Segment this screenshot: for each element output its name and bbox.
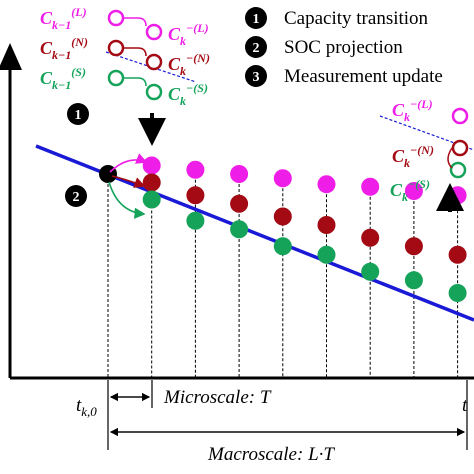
point-nominal-4 [273,207,292,226]
t-start-label: tk,0 [76,395,97,419]
inset-to-circle-2 [145,83,163,101]
legend-badge-1 [245,7,267,29]
point-small-7 [404,271,423,290]
point-large-2 [186,160,205,179]
point-small-2 [186,211,205,230]
legend-text-2: SOC projection [284,37,403,58]
inset-from-label-0: Ck−1(L) [40,5,87,32]
legend-text-3: Measurement update [284,66,443,87]
projection-arrow-small [108,181,146,219]
right-inset-dashed-line [379,115,474,151]
inset-arrow-2 [123,77,147,87]
point-small-4 [273,237,292,256]
point-small-8 [448,284,467,302]
legend-text-1: Capacity transition [284,8,429,29]
point-nominal-6 [361,228,380,247]
point-large-3 [230,165,249,183]
point-nominal-8 [448,245,467,264]
point-large-7 [404,182,423,200]
point-nominal-1 [142,173,161,192]
right-inset-circle-1 [451,139,469,157]
t-end-label: t [462,395,468,416]
point-nominal-7 [404,237,423,256]
inset-to-label-1: Ck−(N) [168,51,210,78]
right-inset-label-0: Ck−(L) [392,97,433,124]
legend-number-1: 1 [253,12,260,27]
point-large-5 [317,175,336,194]
step-badge-1-number: 1 [75,108,82,123]
point-large-4 [273,169,292,188]
time-labels: tk,0 t [76,395,468,419]
right-inset-circle-0 [451,107,469,125]
inset-from-circle-1 [107,39,125,57]
projection-arrows [108,153,148,219]
inset-from-label-1: Ck−1(N) [40,35,88,62]
inset-from-circle-2 [107,69,125,87]
right-inset-label-2: Ck−(S) [390,177,430,204]
inset-from-circle-0 [107,9,125,27]
projection-arrow-nominal [111,175,146,188]
point-large-1 [142,156,161,175]
point-nominal-3 [230,194,249,213]
right-inset-label-1: Ck−(N) [392,143,434,170]
inset-from-label-2: Ck−1(S) [40,65,86,92]
point-small-1 [142,190,161,209]
inset-to-label-0: Ck−(L) [168,21,209,48]
right-inset: Ck−(L) Ck−(N) Ck−(S) [379,97,474,212]
microscale-bracket: Microscale: T [107,380,272,450]
point-small-6 [361,262,380,281]
point-nominal-2 [186,186,205,205]
legend-item-3: 3 Measurement update [245,65,443,87]
point-small-3 [230,220,249,239]
step-badge-2-number: 2 [73,190,80,205]
projection-arrow-large [109,153,148,173]
point-large-6 [361,177,380,196]
inset-arrow-0 [123,17,147,27]
legend-number-3: 3 [253,70,260,85]
inset-to-circle-1 [145,53,163,71]
left-inset: Ck−1(L)Ck−(L)Ck−1(N)Ck−(N)Ck−1(S)Ck−(S) … [40,5,210,146]
legend-number-2: 2 [253,41,260,56]
inset-to-label-2: Ck−(S) [168,81,208,108]
step-badge-1: 1 [67,103,89,125]
right-inset-update-arrow [447,147,453,169]
legend: 1 Capacity transition 2 SOC projection 3 Meas… [245,7,443,87]
microscale-label: Microscale: T [163,387,272,408]
right-inset-circle-2 [449,161,467,179]
legend-item-1: 1 Capacity transition [245,7,429,29]
step-badge-2: 2 [65,185,87,207]
legend-badge-2 [245,36,267,58]
legend-badge-3 [245,65,267,87]
macroscale-label: Macroscale: L·T [207,444,335,465]
point-nominal-5 [317,216,336,234]
sample-dashes [107,165,459,378]
inset-to-circle-0 [145,23,163,41]
point-small-5 [317,245,336,264]
inset-arrow-1 [123,47,147,57]
legend-item-2: 2 SOC projection [245,36,403,58]
macroscale-bracket: Macroscale: L·T [109,380,468,465]
